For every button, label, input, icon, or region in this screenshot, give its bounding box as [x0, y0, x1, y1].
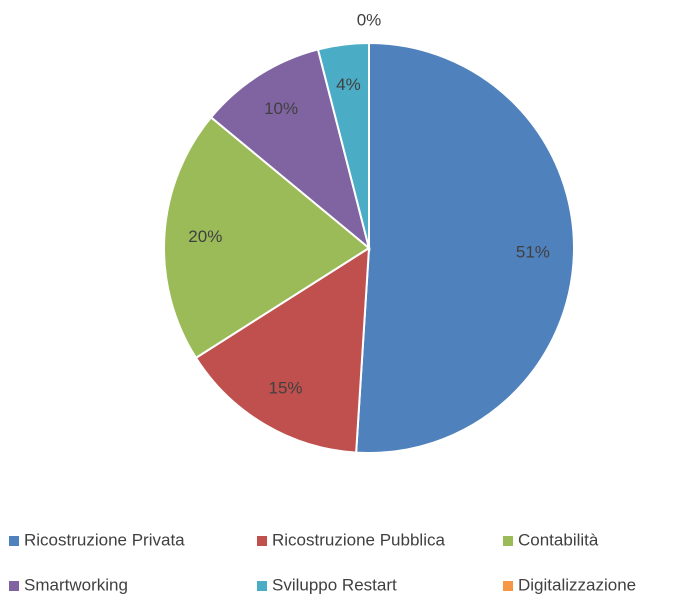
legend-marker: [9, 536, 19, 546]
pie-slice: [163, 115, 371, 360]
legend-marker: [503, 581, 513, 591]
data-label: 4%: [336, 75, 361, 94]
legend-marker: [257, 581, 267, 591]
legend-label: Digitalizzazione: [518, 575, 636, 594]
pie-slice: [355, 41, 575, 454]
data-label: 51%: [516, 243, 550, 262]
legend-label: Smartworking: [24, 575, 128, 594]
pie-slice: [194, 246, 371, 454]
legend-marker: [9, 581, 19, 591]
pie-slice: [316, 41, 370, 249]
data-label: 10%: [264, 99, 298, 118]
legend-label: Ricostruzione Privata: [24, 530, 185, 549]
legend-label: Sviluppo Restart: [272, 575, 397, 594]
legend-marker: [257, 536, 267, 546]
legend-label: Contabilità: [518, 530, 599, 549]
data-label: 0%: [357, 10, 382, 29]
data-label: 20%: [188, 227, 222, 246]
legend-label: Ricostruzione Pubblica: [272, 530, 445, 549]
pie-slice: [209, 48, 371, 251]
legend-marker: [503, 536, 513, 546]
data-label: 15%: [269, 379, 303, 398]
